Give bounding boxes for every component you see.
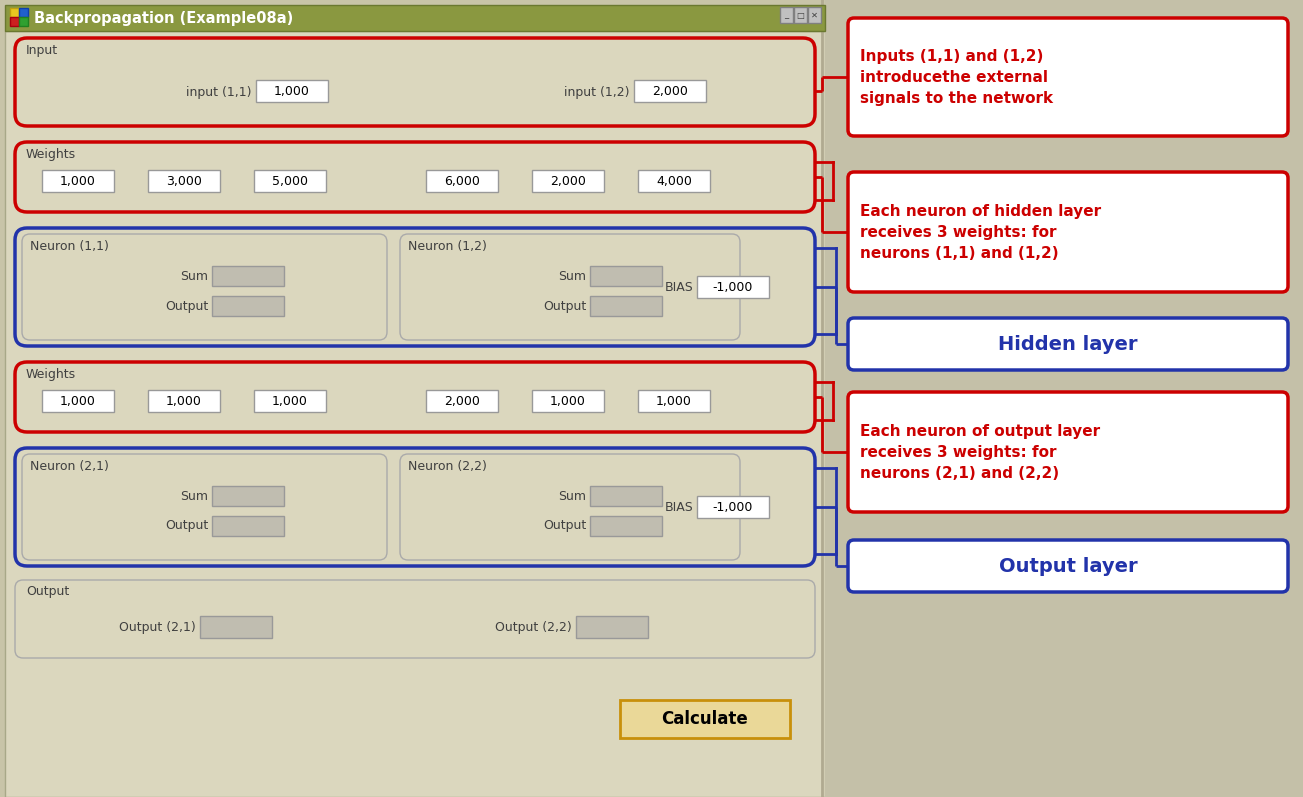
Text: Input: Input bbox=[26, 44, 59, 57]
Text: Neuron (2,1): Neuron (2,1) bbox=[30, 460, 109, 473]
FancyBboxPatch shape bbox=[16, 38, 814, 126]
Bar bbox=[212, 516, 284, 536]
Text: Output: Output bbox=[543, 300, 586, 312]
Text: Each neuron of output layer
receives 3 weights: for
neurons (2,1) and (2,2): Each neuron of output layer receives 3 w… bbox=[860, 423, 1100, 481]
Text: Output: Output bbox=[26, 586, 69, 599]
Text: Weights: Weights bbox=[26, 147, 76, 160]
Text: 5,000: 5,000 bbox=[272, 175, 308, 187]
Text: Neuron (1,2): Neuron (1,2) bbox=[408, 240, 487, 253]
Bar bbox=[149, 390, 220, 412]
Text: Output: Output bbox=[164, 300, 208, 312]
FancyBboxPatch shape bbox=[16, 580, 814, 658]
Bar bbox=[212, 296, 284, 316]
FancyBboxPatch shape bbox=[848, 540, 1287, 592]
Bar bbox=[808, 7, 821, 23]
Bar bbox=[825, 0, 1303, 797]
Text: Weights: Weights bbox=[26, 367, 76, 380]
Text: _: _ bbox=[784, 10, 788, 19]
Text: input (1,1): input (1,1) bbox=[186, 85, 251, 99]
Text: 6,000: 6,000 bbox=[444, 175, 480, 187]
Bar bbox=[590, 296, 662, 316]
Bar bbox=[780, 7, 794, 23]
Bar bbox=[638, 170, 710, 192]
Text: 1,000: 1,000 bbox=[60, 175, 96, 187]
FancyBboxPatch shape bbox=[16, 362, 814, 432]
Text: 1,000: 1,000 bbox=[165, 395, 202, 407]
Bar bbox=[42, 390, 113, 412]
FancyBboxPatch shape bbox=[400, 454, 740, 560]
Bar bbox=[149, 170, 220, 192]
Text: ✕: ✕ bbox=[810, 10, 818, 19]
Text: 1,000: 1,000 bbox=[274, 84, 310, 97]
Text: Output: Output bbox=[543, 520, 586, 532]
Text: Neuron (2,2): Neuron (2,2) bbox=[408, 460, 487, 473]
Text: input (1,2): input (1,2) bbox=[564, 85, 629, 99]
Bar bbox=[794, 7, 807, 23]
Text: Calculate: Calculate bbox=[662, 710, 748, 728]
Text: Sum: Sum bbox=[180, 269, 208, 282]
Bar bbox=[532, 390, 605, 412]
Text: 4,000: 4,000 bbox=[657, 175, 692, 187]
Text: Each neuron of hidden layer
receives 3 weights: for
neurons (1,1) and (1,2): Each neuron of hidden layer receives 3 w… bbox=[860, 203, 1101, 261]
Bar bbox=[697, 496, 769, 518]
Bar bbox=[5, 5, 825, 31]
Text: Sum: Sum bbox=[180, 489, 208, 502]
Bar bbox=[254, 170, 326, 192]
Bar bbox=[254, 390, 326, 412]
FancyBboxPatch shape bbox=[22, 454, 387, 560]
Bar bbox=[426, 390, 498, 412]
Bar bbox=[42, 170, 113, 192]
FancyBboxPatch shape bbox=[22, 234, 387, 340]
Text: 1,000: 1,000 bbox=[657, 395, 692, 407]
Bar bbox=[590, 266, 662, 286]
Text: Hidden layer: Hidden layer bbox=[998, 335, 1138, 354]
Text: BIAS: BIAS bbox=[665, 501, 693, 513]
Bar bbox=[20, 17, 27, 26]
Bar bbox=[590, 486, 662, 506]
Text: Neuron (1,1): Neuron (1,1) bbox=[30, 240, 109, 253]
FancyBboxPatch shape bbox=[16, 142, 814, 212]
Text: 1,000: 1,000 bbox=[272, 395, 308, 407]
Bar bbox=[532, 170, 605, 192]
Text: 3,000: 3,000 bbox=[165, 175, 202, 187]
Bar bbox=[590, 516, 662, 536]
Bar bbox=[255, 80, 328, 102]
FancyBboxPatch shape bbox=[848, 392, 1287, 512]
Bar bbox=[620, 700, 790, 738]
Text: Sum: Sum bbox=[558, 269, 586, 282]
Text: -1,000: -1,000 bbox=[713, 281, 753, 293]
FancyBboxPatch shape bbox=[848, 318, 1287, 370]
Text: BIAS: BIAS bbox=[665, 281, 693, 293]
Text: Output: Output bbox=[164, 520, 208, 532]
FancyBboxPatch shape bbox=[16, 228, 814, 346]
Text: Output (2,1): Output (2,1) bbox=[120, 622, 195, 634]
Bar bbox=[20, 8, 27, 17]
Text: Output layer: Output layer bbox=[998, 556, 1138, 575]
FancyBboxPatch shape bbox=[400, 234, 740, 340]
FancyBboxPatch shape bbox=[16, 448, 814, 566]
Text: Output (2,2): Output (2,2) bbox=[495, 622, 572, 634]
Bar bbox=[199, 616, 272, 638]
Text: 1,000: 1,000 bbox=[550, 395, 586, 407]
Text: □: □ bbox=[796, 10, 804, 19]
Bar bbox=[426, 170, 498, 192]
FancyBboxPatch shape bbox=[848, 18, 1287, 136]
Bar bbox=[212, 266, 284, 286]
Text: 2,000: 2,000 bbox=[444, 395, 480, 407]
Bar bbox=[638, 390, 710, 412]
Text: 1,000: 1,000 bbox=[60, 395, 96, 407]
Bar bbox=[212, 486, 284, 506]
Bar bbox=[5, 31, 825, 797]
FancyBboxPatch shape bbox=[848, 172, 1287, 292]
Bar bbox=[10, 17, 20, 26]
Bar bbox=[635, 80, 706, 102]
Text: Sum: Sum bbox=[558, 489, 586, 502]
Bar bbox=[10, 8, 20, 17]
Text: 2,000: 2,000 bbox=[652, 84, 688, 97]
Text: Backpropagation (Example08a): Backpropagation (Example08a) bbox=[34, 10, 293, 26]
Text: 2,000: 2,000 bbox=[550, 175, 586, 187]
Bar bbox=[697, 276, 769, 298]
Bar bbox=[576, 616, 648, 638]
Text: -1,000: -1,000 bbox=[713, 501, 753, 513]
Text: Inputs (1,1) and (1,2)
introducethe external
signals to the network: Inputs (1,1) and (1,2) introducethe exte… bbox=[860, 49, 1053, 105]
